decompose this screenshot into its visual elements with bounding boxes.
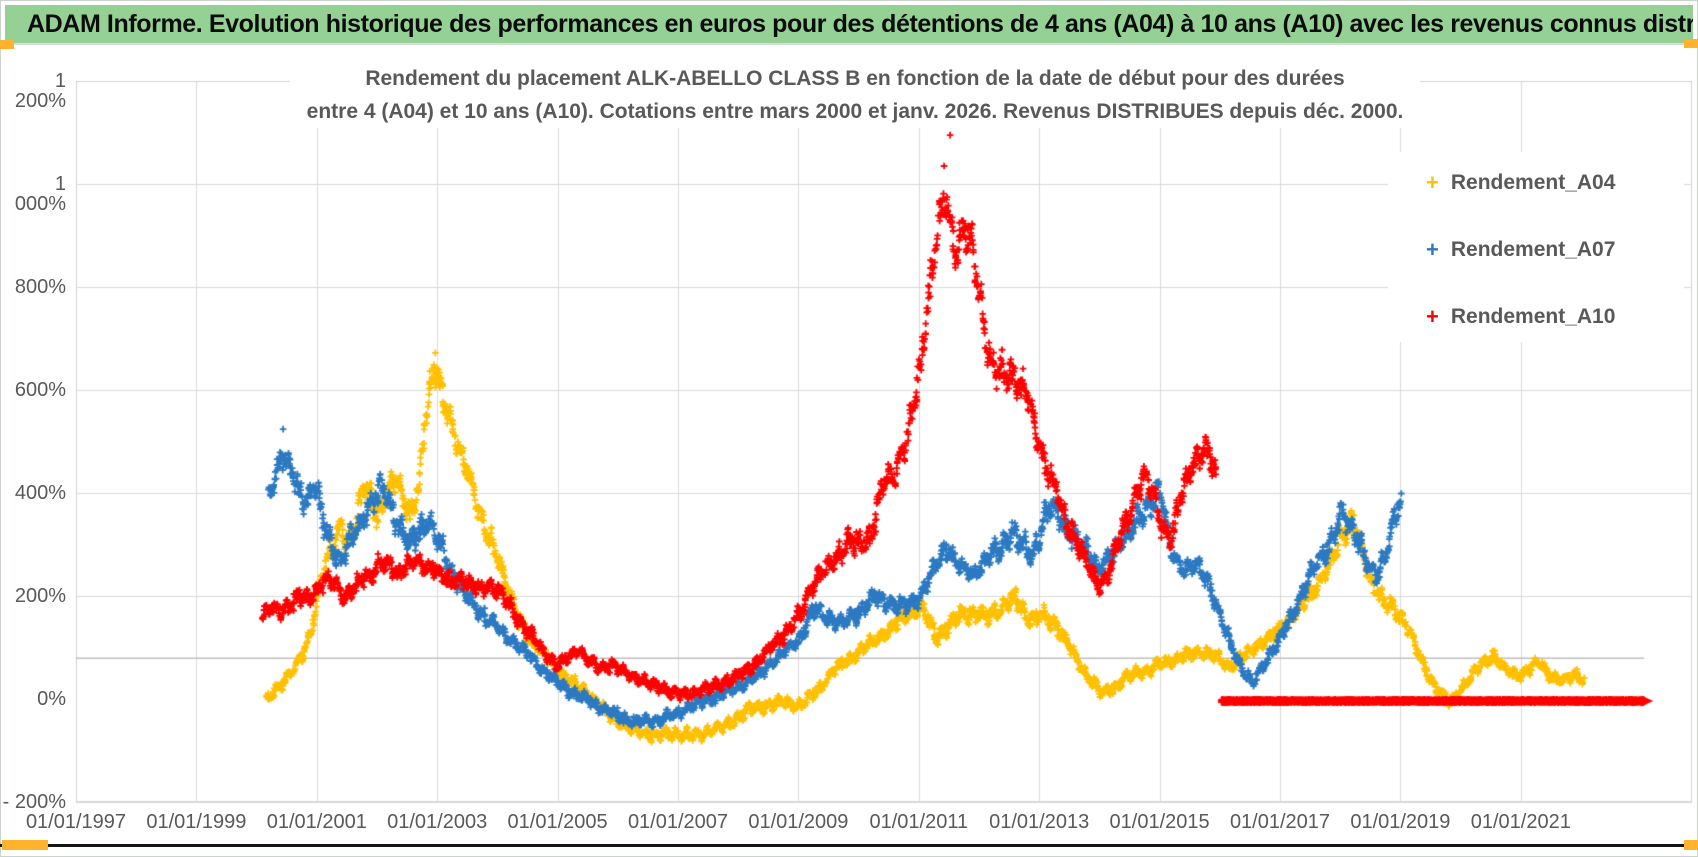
x-tick-label: 01/01/2001 <box>266 811 367 833</box>
y-tick-label: 200% <box>14 585 66 607</box>
selection-handle-bottom-right <box>1684 840 1698 850</box>
selection-handle-top-right <box>1684 39 1698 48</box>
x-tick-label: 01/01/2013 <box>989 811 1090 833</box>
x-tick-label: 01/01/2011 <box>869 811 969 833</box>
y-tick-label: 800% <box>14 276 66 298</box>
x-tick-label: 01/01/2005 <box>507 811 608 833</box>
selection-handle-top-left <box>0 40 14 49</box>
y-tick-label: 600% <box>14 379 66 401</box>
x-tick-label: 01/01/2007 <box>627 811 729 833</box>
x-tick-label: 01/01/2003 <box>387 811 488 833</box>
x-tick-label: 01/01/2015 <box>1109 811 1210 833</box>
x-tick-label: 01/01/2021 <box>1470 811 1571 833</box>
chart-title-line2: entre 4 (A04) et 10 ans (A10). Cotations… <box>306 100 1404 123</box>
chart-legend: + Rendement_A04 + Rendement_A07 + Rendement… <box>1388 152 1684 342</box>
legend-label: Rendement_A07 <box>1450 238 1616 261</box>
legend-item-a07: + Rendement_A07 <box>1426 237 1615 263</box>
x-tick-label: 01/01/2009 <box>748 811 849 833</box>
plus-marker-icon: + <box>1426 304 1439 329</box>
selection-handle-bottom-left <box>2 840 48 850</box>
plus-marker-icon: + <box>1426 170 1439 195</box>
y-tick-label: 1 200% <box>14 70 66 112</box>
legend-item-a10: + Rendement_A10 <box>1426 304 1615 330</box>
x-tick-label: 01/01/2019 <box>1350 811 1451 833</box>
legend-item-a04: + Rendement_A04 <box>1426 170 1615 196</box>
chart-title-line1: Rendement du placement ALK-ABELLO CLASS … <box>365 67 1345 90</box>
x-tick-label: 01/01/1999 <box>146 811 247 833</box>
y-tick-label: 1 000% <box>14 173 66 215</box>
y-tick-label: - 200% <box>2 791 66 813</box>
plus-marker-icon: + <box>1426 237 1439 262</box>
x-tick-label: 01/01/2017 <box>1229 811 1331 833</box>
chart-title: Rendement du placement ALK-ABELLO CLASS … <box>290 62 1420 128</box>
x-tick-label: 01/01/1997 <box>25 811 127 833</box>
legend-label: Rendement_A10 <box>1450 305 1616 328</box>
window-bottom-edge <box>0 844 1698 847</box>
y-tick-label: 0% <box>37 688 66 710</box>
y-tick-label: 400% <box>14 482 66 504</box>
legend-label: Rendement_A04 <box>1450 171 1616 194</box>
